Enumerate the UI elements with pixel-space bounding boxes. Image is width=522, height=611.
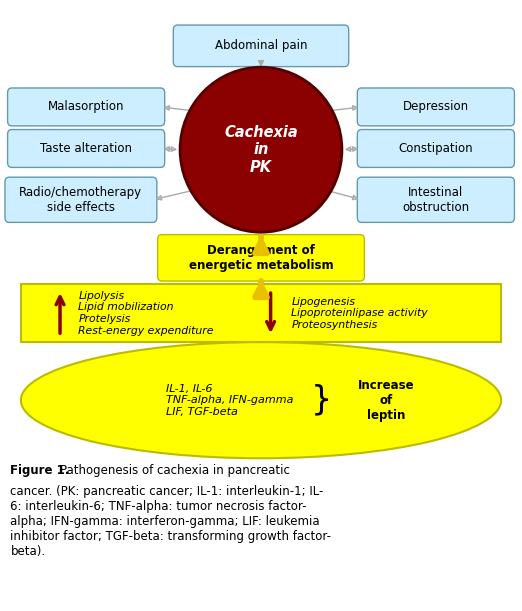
Text: Pathogenesis of cachexia in pancreatic: Pathogenesis of cachexia in pancreatic	[60, 464, 290, 477]
Text: }: }	[311, 384, 331, 417]
Text: Increase
of
leptin: Increase of leptin	[358, 379, 414, 422]
FancyBboxPatch shape	[8, 88, 165, 126]
Ellipse shape	[21, 342, 501, 458]
FancyBboxPatch shape	[5, 177, 157, 222]
Text: IL-1, IL-6
TNF-alpha, IFN-gamma
LIF, TGF-beta: IL-1, IL-6 TNF-alpha, IFN-gamma LIF, TGF…	[166, 384, 293, 417]
Text: Malasorption: Malasorption	[48, 100, 124, 114]
FancyBboxPatch shape	[158, 235, 364, 281]
Text: Taste alteration: Taste alteration	[40, 142, 132, 155]
Text: Depression: Depression	[403, 100, 469, 114]
Text: Abdominal pain: Abdominal pain	[215, 39, 307, 53]
Text: Constipation: Constipation	[399, 142, 473, 155]
Text: Cachexia
in
PK: Cachexia in PK	[224, 125, 298, 175]
Text: Derangement of
energetic metabolism: Derangement of energetic metabolism	[188, 244, 334, 272]
Text: cancer. (PK: pancreatic cancer; IL-1: interleukin-1; IL-
6: interleukin-6; TNF-a: cancer. (PK: pancreatic cancer; IL-1: in…	[10, 485, 331, 557]
Text: Lipolysis
Lipid mobilization
Protelysis
Rest-energy expenditure: Lipolysis Lipid mobilization Protelysis …	[78, 291, 214, 335]
Text: Lipogenesis
Lipoproteinlipase activity
Proteosynthesis: Lipogenesis Lipoproteinlipase activity P…	[291, 296, 428, 330]
Bar	[21, 284, 501, 342]
Ellipse shape	[180, 67, 342, 232]
FancyBboxPatch shape	[357, 88, 515, 126]
Text: Radio/chemotherapy
side effects: Radio/chemotherapy side effects	[19, 186, 143, 214]
FancyBboxPatch shape	[8, 130, 165, 167]
Text: Intestinal
obstruction: Intestinal obstruction	[402, 186, 469, 214]
FancyBboxPatch shape	[357, 130, 515, 167]
FancyBboxPatch shape	[173, 25, 349, 67]
FancyBboxPatch shape	[357, 177, 515, 222]
Text: Figure 1.: Figure 1.	[10, 464, 70, 477]
